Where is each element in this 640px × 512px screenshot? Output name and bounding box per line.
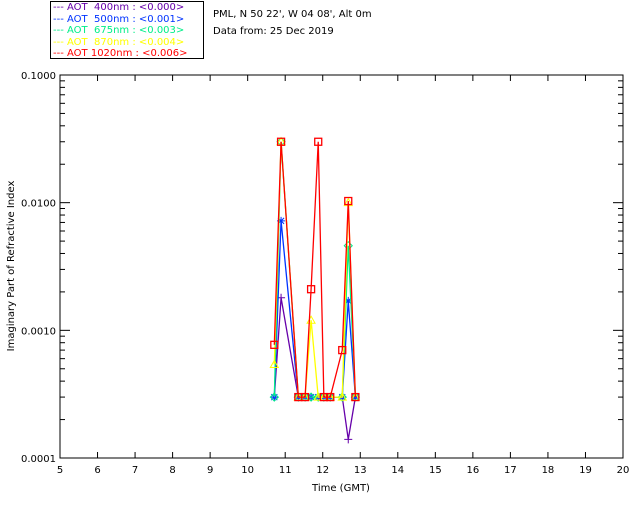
legend-item-1020nm: --- AOT 1020nm : <0.006>	[53, 48, 188, 59]
y-axis-label: Imaginary Part of Refractive Index	[6, 181, 17, 352]
station-info: PML, N 50 22', W 04 08', Alt 0m Data fro…	[213, 6, 372, 40]
y-tick-label: 0.0010	[21, 326, 56, 337]
x-tick-label: 15	[429, 465, 442, 476]
series-aot-1020nm	[270, 137, 360, 402]
x-axis-label: Time (GMT)	[311, 483, 370, 494]
x-tick-label: 10	[241, 465, 254, 476]
data-point-square	[306, 285, 316, 294]
legend-item-870nm: --- AOT 870nm : <0.004>	[53, 36, 185, 48]
data-point-square	[326, 392, 335, 402]
data-point-square	[314, 137, 323, 146]
x-tick-label: 18	[542, 465, 555, 476]
legend-item-500nm: --- AOT 500nm : <0.001>	[53, 13, 185, 25]
data-point-diamond	[337, 392, 347, 402]
x-tick-label: 5	[57, 465, 63, 476]
x-tick-label: 11	[279, 465, 292, 476]
x-tick-label: 12	[316, 465, 329, 476]
data-point-triangle	[269, 359, 280, 368]
x-tick-label: 8	[169, 465, 175, 476]
x-tick-label: 9	[207, 465, 213, 476]
data-point-square	[276, 137, 286, 146]
y-tick-label: 0.0100	[21, 199, 56, 210]
plot-frame	[59, 74, 624, 459]
x-tick-label: 16	[466, 465, 479, 476]
data-point-diamond	[343, 241, 353, 251]
legend: --- AOT 400nm : <0.000> --- AOT 500nm : …	[50, 1, 204, 59]
series-line	[273, 141, 357, 398]
y-tick-label: 0.0001	[21, 454, 56, 465]
x-tick-label: 6	[94, 465, 100, 476]
y-tick-label: 0.1000	[21, 71, 56, 82]
x-tick-label: 13	[354, 465, 367, 476]
x-tick-label: 7	[132, 465, 138, 476]
data-point-plus	[344, 435, 353, 444]
data-point-square	[344, 196, 353, 206]
legend-item-400nm: --- AOT 400nm : <0.000>	[53, 2, 185, 13]
legend-item-675nm: --- AOT 675nm : <0.003>	[53, 25, 185, 36]
x-tick-label: 17	[504, 465, 517, 476]
data-point-diamond	[269, 392, 280, 402]
data-point-asterisk	[277, 216, 286, 225]
location-text: PML, N 50 22', W 04 08', Alt 0m	[213, 9, 372, 20]
data-point-triangle	[337, 392, 348, 401]
data-point-square	[338, 345, 347, 355]
x-tick-label: 14	[391, 465, 404, 476]
data-point-asterisk	[344, 296, 353, 305]
data-point-asterisk	[270, 393, 279, 402]
data-point-square	[300, 392, 310, 402]
x-tick-label: 20	[617, 465, 630, 476]
date-text: Data from: 25 Dec 2019	[213, 26, 334, 37]
x-tick-label: 19	[579, 465, 592, 476]
data-point-square	[270, 340, 279, 349]
data-point-asterisk	[351, 393, 360, 402]
data-point-square	[351, 392, 360, 402]
